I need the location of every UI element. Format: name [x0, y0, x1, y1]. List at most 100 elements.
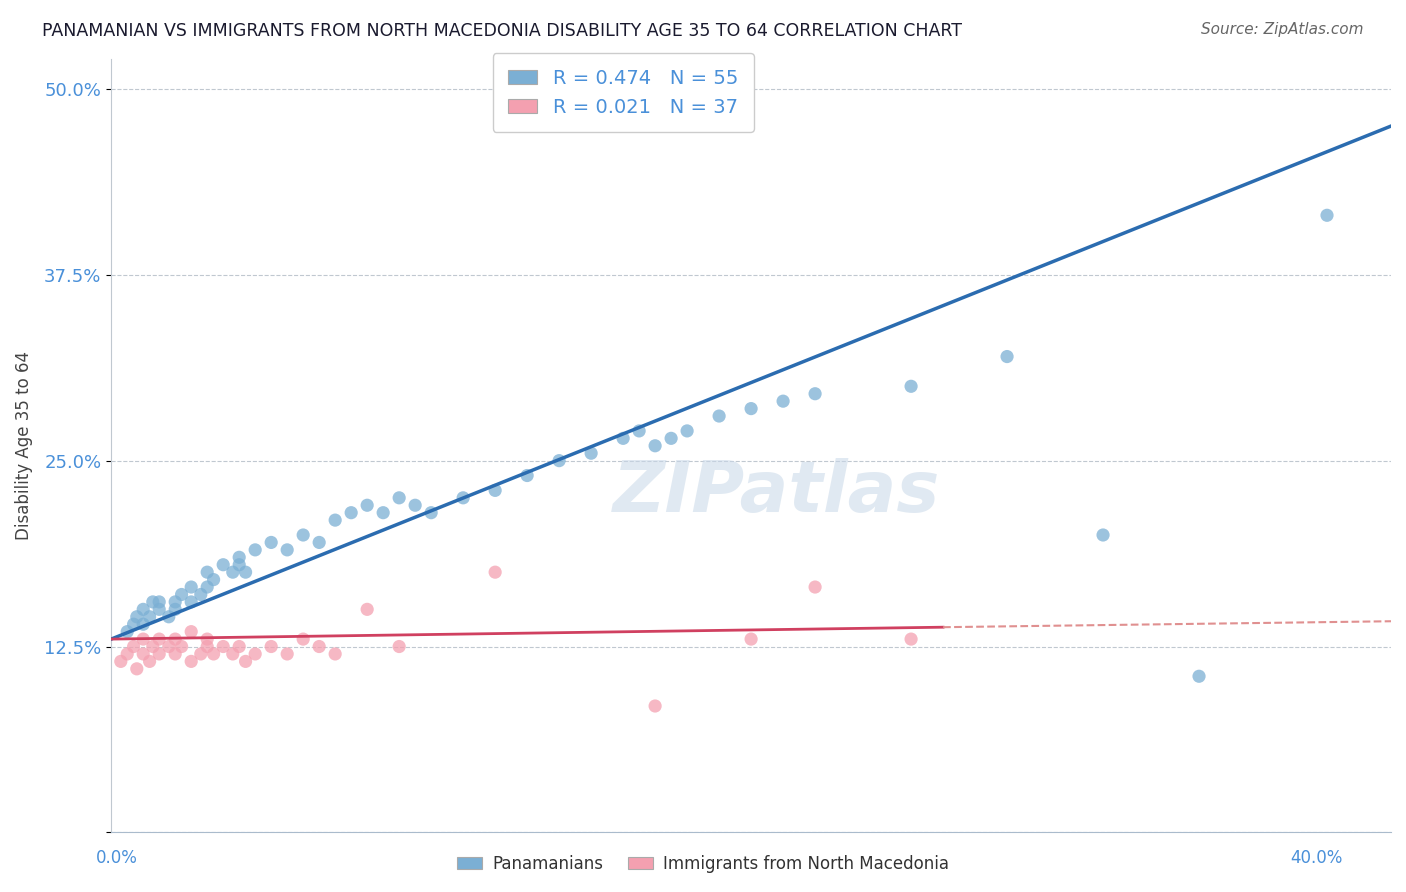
Point	[388, 640, 411, 654]
Point	[420, 506, 443, 520]
Point	[222, 647, 245, 661]
Point	[122, 640, 145, 654]
Point	[404, 498, 426, 512]
Point	[138, 609, 160, 624]
Point	[292, 632, 315, 646]
Point	[195, 565, 218, 579]
Point	[484, 565, 506, 579]
Point	[707, 409, 730, 423]
Point	[142, 640, 165, 654]
Point	[190, 647, 212, 661]
Point	[125, 662, 148, 676]
Y-axis label: Disability Age 35 to 64: Disability Age 35 to 64	[15, 351, 32, 541]
Point	[659, 431, 682, 445]
Point	[228, 558, 250, 572]
Legend: R = 0.474   N = 55, R = 0.021   N = 37: R = 0.474 N = 55, R = 0.021 N = 37	[492, 54, 754, 132]
Point	[132, 602, 155, 616]
Point	[132, 617, 155, 632]
Point	[323, 647, 346, 661]
Point	[323, 513, 346, 527]
Point	[138, 654, 160, 668]
Point	[212, 640, 235, 654]
Point	[628, 424, 651, 438]
Point	[243, 542, 266, 557]
Point	[195, 632, 218, 646]
Point	[308, 535, 330, 549]
Point	[804, 386, 827, 401]
Point	[484, 483, 506, 498]
Point	[180, 624, 202, 639]
Point	[165, 647, 187, 661]
Point	[308, 640, 330, 654]
Text: ZIPatlas: ZIPatlas	[613, 458, 941, 526]
Point	[1092, 528, 1115, 542]
Point	[356, 602, 378, 616]
Point	[142, 595, 165, 609]
Point	[373, 506, 395, 520]
Point	[612, 431, 634, 445]
Point	[900, 379, 922, 393]
Point	[235, 654, 257, 668]
Point	[115, 624, 138, 639]
Point	[292, 528, 315, 542]
Point	[115, 647, 138, 661]
Point	[148, 602, 170, 616]
Text: PANAMANIAN VS IMMIGRANTS FROM NORTH MACEDONIA DISABILITY AGE 35 TO 64 CORRELATIO: PANAMANIAN VS IMMIGRANTS FROM NORTH MACE…	[42, 22, 962, 40]
Point	[1316, 208, 1339, 222]
Point	[740, 401, 762, 416]
Point	[900, 632, 922, 646]
Point	[260, 535, 283, 549]
Point	[165, 595, 187, 609]
Point	[132, 647, 155, 661]
Point	[579, 446, 602, 460]
Point	[740, 632, 762, 646]
Point	[772, 394, 794, 409]
Point	[388, 491, 411, 505]
Point	[260, 640, 283, 654]
Point	[1188, 669, 1211, 683]
Point	[165, 602, 187, 616]
Point	[165, 632, 187, 646]
Point	[170, 640, 193, 654]
Point	[276, 647, 298, 661]
Point	[148, 632, 170, 646]
Point	[548, 453, 571, 467]
Legend: Panamanians, Immigrants from North Macedonia: Panamanians, Immigrants from North Maced…	[450, 848, 956, 880]
Point	[180, 580, 202, 594]
Point	[228, 550, 250, 565]
Point	[202, 573, 225, 587]
Point	[195, 580, 218, 594]
Point	[110, 654, 132, 668]
Point	[122, 617, 145, 632]
Point	[170, 587, 193, 601]
Point	[190, 587, 212, 601]
Point	[243, 647, 266, 661]
Text: 0.0%: 0.0%	[96, 848, 138, 866]
Point	[202, 647, 225, 661]
Point	[157, 640, 180, 654]
Point	[148, 595, 170, 609]
Point	[644, 698, 666, 713]
Point	[356, 498, 378, 512]
Point	[995, 350, 1018, 364]
Point	[148, 647, 170, 661]
Point	[125, 609, 148, 624]
Text: Source: ZipAtlas.com: Source: ZipAtlas.com	[1201, 22, 1364, 37]
Point	[157, 609, 180, 624]
Point	[222, 565, 245, 579]
Point	[180, 595, 202, 609]
Point	[195, 640, 218, 654]
Text: 40.0%: 40.0%	[1291, 848, 1343, 866]
Point	[212, 558, 235, 572]
Point	[180, 654, 202, 668]
Point	[644, 439, 666, 453]
Point	[516, 468, 538, 483]
Point	[276, 542, 298, 557]
Point	[228, 640, 250, 654]
Point	[804, 580, 827, 594]
Point	[235, 565, 257, 579]
Point	[451, 491, 474, 505]
Point	[676, 424, 699, 438]
Point	[340, 506, 363, 520]
Point	[132, 632, 155, 646]
